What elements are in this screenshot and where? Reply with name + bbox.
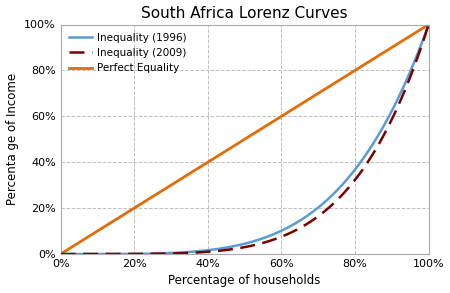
Line: Inequality (1996): Inequality (1996) bbox=[61, 25, 429, 254]
Inequality (2009) bbox=[235, 247, 240, 250]
Inequality (2009) bbox=[360, 168, 365, 172]
Perfect Equality bbox=[426, 23, 432, 26]
Perfect Equality bbox=[257, 128, 262, 132]
Line: Inequality (2009): Inequality (2009) bbox=[61, 25, 429, 254]
Perfect Equality bbox=[277, 116, 282, 119]
Line: Perfect Equality: Perfect Equality bbox=[61, 25, 429, 254]
Inequality (1996) bbox=[417, 47, 423, 50]
Y-axis label: Percenta ge of Income: Percenta ge of Income bbox=[5, 73, 18, 205]
Perfect Equality bbox=[233, 143, 238, 147]
X-axis label: Percentage of households: Percentage of households bbox=[168, 275, 321, 287]
Perfect Equality bbox=[417, 28, 423, 32]
Inequality (1996) bbox=[360, 158, 365, 162]
Perfect Equality bbox=[360, 64, 365, 68]
Inequality (2009) bbox=[417, 49, 423, 53]
Inequality (1996) bbox=[277, 230, 282, 233]
Inequality (2009) bbox=[58, 252, 63, 256]
Legend: Inequality (1996), Inequality (2009), Perfect Equality: Inequality (1996), Inequality (2009), Pe… bbox=[66, 30, 190, 76]
Inequality (2009) bbox=[257, 242, 262, 246]
Inequality (1996) bbox=[235, 243, 240, 247]
Inequality (2009) bbox=[426, 23, 432, 26]
Title: South Africa Lorenz Curves: South Africa Lorenz Curves bbox=[141, 6, 348, 21]
Inequality (2009) bbox=[233, 247, 238, 251]
Inequality (1996) bbox=[257, 238, 262, 241]
Perfect Equality bbox=[58, 252, 63, 256]
Inequality (1996) bbox=[58, 252, 63, 256]
Inequality (1996) bbox=[233, 244, 238, 248]
Inequality (1996) bbox=[426, 23, 432, 26]
Perfect Equality bbox=[235, 142, 240, 145]
Inequality (2009) bbox=[277, 236, 282, 239]
